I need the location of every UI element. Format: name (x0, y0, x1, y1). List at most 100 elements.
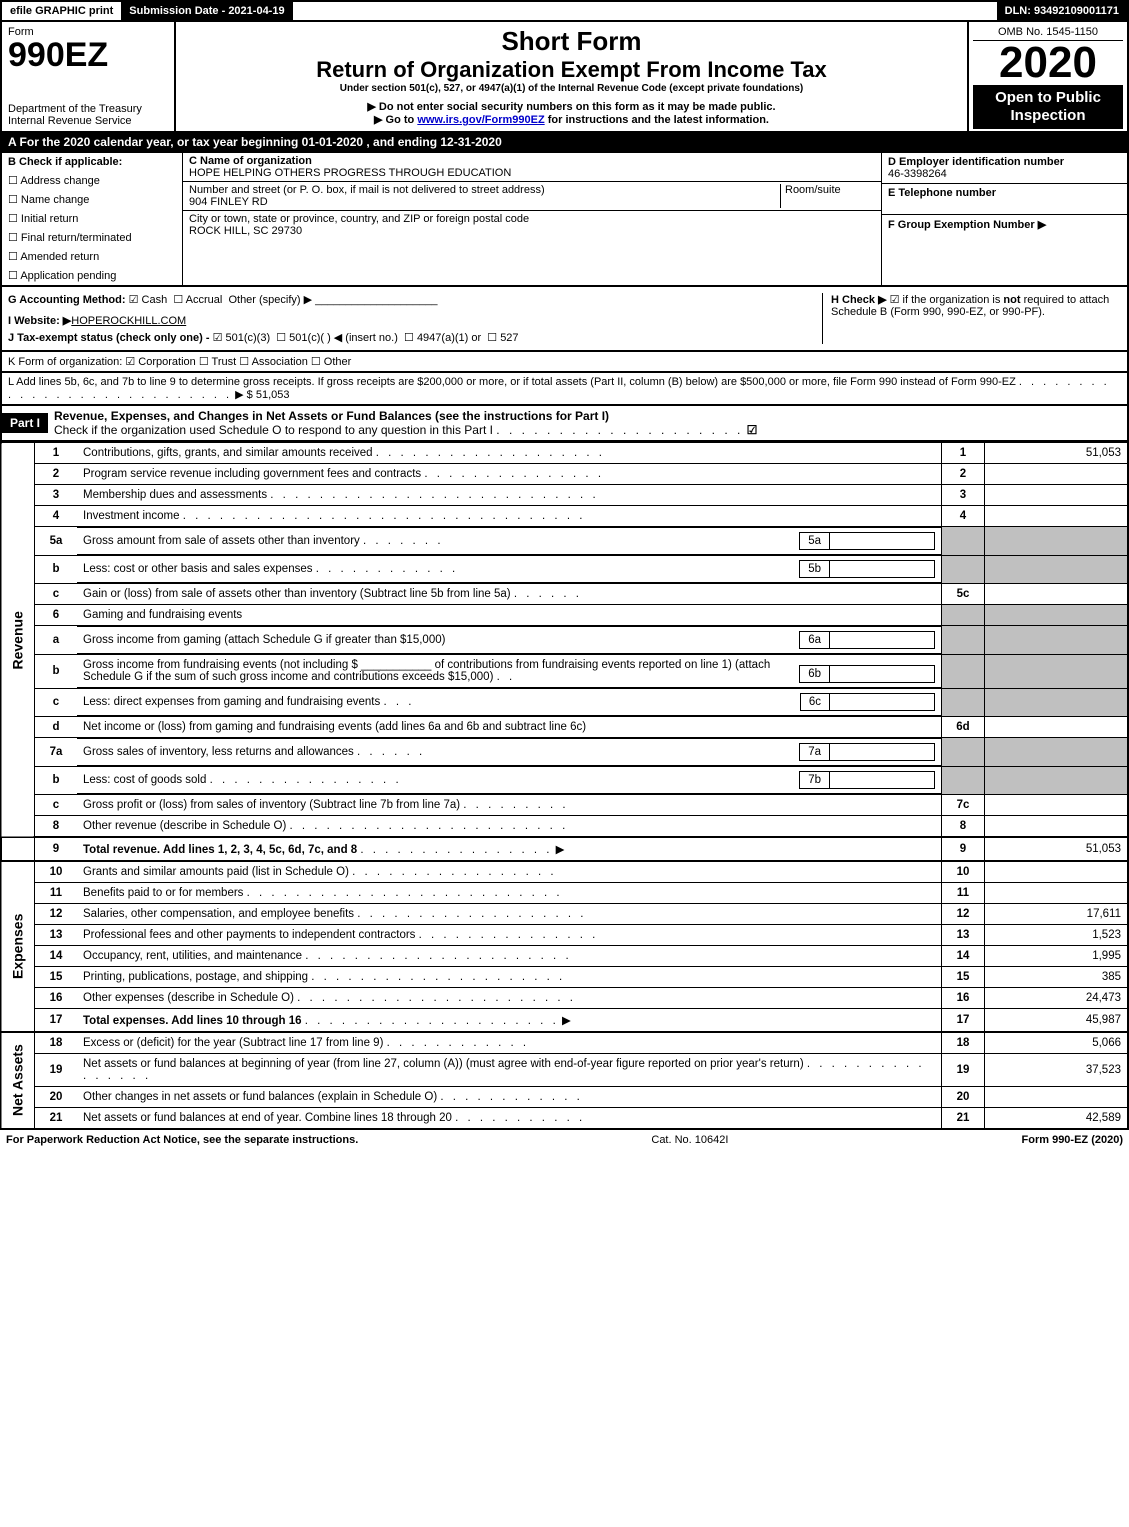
footer-right: Form 990-EZ (2020) (1022, 1134, 1123, 1146)
info-grid: B Check if applicable: ☐ Address change … (0, 153, 1129, 287)
line-l: L Add lines 5b, 6c, and 7b to line 9 to … (0, 373, 1129, 406)
row-5c: cGain or (loss) from sale of assets othe… (1, 584, 1128, 605)
irs-link[interactable]: www.irs.gov/Form990EZ (417, 114, 544, 126)
check-4947[interactable]: ☐ 4947(a)(1) or (404, 332, 481, 344)
goto-pre: ▶ Go to (374, 114, 417, 126)
row-6c: cLess: direct expenses from gaming and f… (1, 688, 1128, 717)
part1-label: Part I (2, 413, 48, 433)
row-16: 16Other expenses (describe in Schedule O… (1, 988, 1128, 1009)
check-527[interactable]: ☐ 527 (487, 332, 518, 344)
efile-label: efile GRAPHIC print (2, 2, 121, 20)
box-c: C Name of organization HOPE HELPING OTHE… (183, 153, 881, 285)
line-l-arrow: ▶ (235, 389, 247, 401)
row-5a: 5aGross amount from sale of assets other… (1, 527, 1128, 556)
check-501c[interactable]: ☐ 501(c)( ) ◀ (insert no.) (276, 332, 398, 344)
label-city: City or town, state or province, country… (189, 213, 529, 225)
row-13: 13Professional fees and other payments t… (1, 925, 1128, 946)
row-11: 11Benefits paid to or for members . . . … (1, 883, 1128, 904)
return-title: Return of Organization Exempt From Incom… (180, 57, 963, 83)
col-gij: G Accounting Method: ☑ Cash ☐ Accrual Ot… (8, 293, 812, 344)
label-e: E Telephone number (888, 187, 996, 199)
part1-checkline: Check if the organization used Schedule … (54, 423, 493, 437)
side-revenue: Revenue (1, 443, 35, 838)
row-10: Expenses 10Grants and similar amounts pa… (1, 861, 1128, 883)
line-l-amount: $ 51,053 (247, 389, 290, 401)
row-gh: G Accounting Method: ☑ Cash ☐ Accrual Ot… (0, 287, 1129, 352)
row-4: 4Investment income . . . . . . . . . . .… (1, 506, 1128, 527)
open-inspection: Open to Public Inspection (973, 85, 1123, 129)
check-amended-return[interactable]: ☐ Amended return (2, 247, 182, 266)
goto-post: for instructions and the latest informat… (545, 114, 769, 126)
side-expenses: Expenses (1, 861, 35, 1032)
tax-year: 2020 (973, 41, 1123, 85)
row-15: 15Printing, publications, postage, and s… (1, 967, 1128, 988)
check-address-change[interactable]: ☐ Address change (2, 171, 182, 190)
header-left: Form 990EZ Department of the Treasury In… (2, 22, 176, 131)
subtitle: Under section 501(c), 527, or 4947(a)(1)… (180, 83, 963, 94)
website-value[interactable]: HOPEROCKHILL.COM (71, 315, 186, 327)
check-initial-return[interactable]: ☐ Initial return (2, 209, 182, 228)
line-k: K Form of organization: ☑ Corporation ☐ … (0, 352, 1129, 373)
row-17: 17Total expenses. Add lines 10 through 1… (1, 1009, 1128, 1033)
row-6a: aGross income from gaming (attach Schedu… (1, 626, 1128, 655)
row-7c: cGross profit or (loss) from sales of in… (1, 795, 1128, 816)
row-1: Revenue 1Contributions, gifts, grants, a… (1, 443, 1128, 464)
line-g: G Accounting Method: ☑ Cash ☐ Accrual Ot… (8, 293, 812, 306)
side-netassets: Net Assets (1, 1032, 35, 1129)
box-b-title: B Check if applicable: (2, 153, 182, 171)
part1-title: Revenue, Expenses, and Changes in Net As… (54, 409, 609, 423)
street-value: 904 FINLEY RD (189, 196, 268, 208)
row-2: 2Program service revenue including gover… (1, 464, 1128, 485)
form-number: 990EZ (8, 38, 168, 72)
check-name-change[interactable]: ☐ Name change (2, 190, 182, 209)
check-application-pending[interactable]: ☐ Application pending (2, 266, 182, 285)
row-8: 8Other revenue (describe in Schedule O) … (1, 816, 1128, 838)
room-suite: Room/suite (780, 184, 875, 208)
row-6b: bGross income from fundraising events (n… (1, 654, 1128, 688)
street-cell: Number and street (or P. O. box, if mail… (183, 182, 881, 211)
section-a-period: A For the 2020 calendar year, or tax yea… (0, 133, 1129, 153)
part1-header: Part I Revenue, Expenses, and Changes in… (0, 406, 1129, 442)
org-name: HOPE HELPING OTHERS PROGRESS THROUGH EDU… (189, 167, 511, 179)
box-d: D Employer identification number 46-3398… (882, 153, 1127, 184)
box-def: D Employer identification number 46-3398… (881, 153, 1127, 285)
check-h[interactable]: ☑ (890, 294, 900, 306)
part1-checkbox[interactable]: ☑ (747, 423, 758, 437)
submission-date: Submission Date - 2021-04-19 (121, 2, 292, 20)
row-5b: bLess: cost or other basis and sales exp… (1, 555, 1128, 584)
short-form-title: Short Form (180, 26, 963, 57)
row-6d: dNet income or (loss) from gaming and fu… (1, 717, 1128, 738)
line-j: J Tax-exempt status (check only one) - ☑… (8, 331, 812, 344)
city-value: ROCK HILL, SC 29730 (189, 225, 302, 237)
label-street: Number and street (or P. O. box, if mail… (189, 184, 545, 196)
row-7a: 7aGross sales of inventory, less returns… (1, 738, 1128, 767)
footer-left: For Paperwork Reduction Act Notice, see … (6, 1134, 358, 1146)
row-14: 14Occupancy, rent, utilities, and mainte… (1, 946, 1128, 967)
row-18: Net Assets 18Excess or (deficit) for the… (1, 1032, 1128, 1054)
line-l-text: L Add lines 5b, 6c, and 7b to line 9 to … (8, 376, 1016, 388)
label-d: D Employer identification number (888, 156, 1064, 168)
row-21: 21Net assets or fund balances at end of … (1, 1108, 1128, 1130)
box-h: H Check ▶ ☑ if the organization is not r… (822, 293, 1121, 344)
dln: DLN: 93492109001171 (997, 2, 1127, 20)
row-7b: bLess: cost of goods sold . . . . . . . … (1, 766, 1128, 795)
goto-line: ▶ Go to www.irs.gov/Form990EZ for instru… (180, 113, 963, 126)
check-final-return[interactable]: ☐ Final return/terminated (2, 228, 182, 247)
label-f: F Group Exemption Number ▶ (888, 219, 1046, 231)
ein-value: 46-3398264 (888, 168, 947, 180)
check-other[interactable]: Other (specify) ▶ ____________________ (228, 294, 437, 306)
check-501c3[interactable]: ☑ 501(c)(3) (213, 332, 271, 344)
box-f: F Group Exemption Number ▶ (882, 215, 1127, 234)
lines-table: Revenue 1Contributions, gifts, grants, a… (0, 442, 1129, 1130)
city-cell: City or town, state or province, country… (183, 211, 881, 239)
check-cash[interactable]: ☑ Cash (129, 294, 168, 306)
irs-label: Internal Revenue Service (8, 115, 168, 127)
spacer (293, 2, 997, 20)
ssn-warning: ▶ Do not enter social security numbers o… (180, 100, 963, 113)
box-e: E Telephone number (882, 184, 1127, 215)
header-right: OMB No. 1545-1150 2020 Open to Public In… (967, 22, 1127, 131)
row-3: 3Membership dues and assessments . . . .… (1, 485, 1128, 506)
row-9: 9Total revenue. Add lines 1, 2, 3, 4, 5c… (1, 837, 1128, 861)
check-accrual[interactable]: ☐ Accrual (173, 294, 222, 306)
dept-treasury: Department of the Treasury (8, 103, 168, 115)
